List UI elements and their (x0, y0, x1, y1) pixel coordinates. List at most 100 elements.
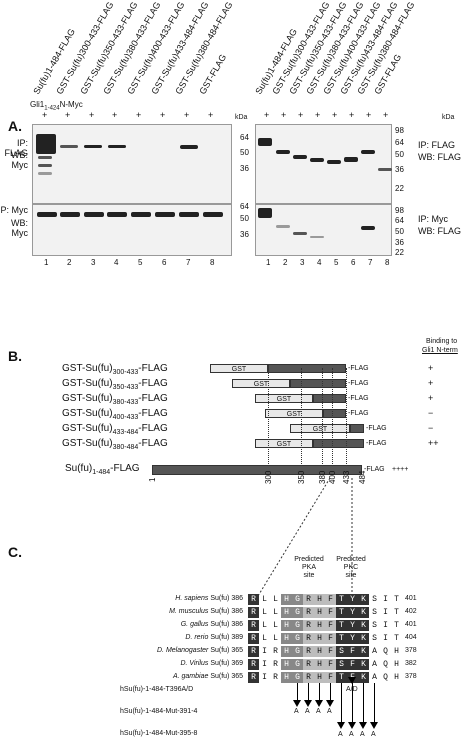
tick-50: 50 (240, 148, 249, 157)
blot-band (327, 160, 341, 164)
construct-name: GST-Su(fu)380-484-FLAG (62, 438, 168, 451)
plus-lane-1: + (264, 110, 270, 120)
residue: G (292, 594, 303, 605)
construct-range: 433-484 (112, 429, 139, 436)
mutation-arrow-shaft (341, 683, 342, 722)
blot-band (38, 156, 52, 159)
residue: T (394, 595, 399, 604)
residue: A (372, 647, 377, 656)
residue: F (347, 646, 358, 657)
construct-range: 380-484 (112, 444, 139, 451)
binding-value: + (428, 378, 434, 388)
residue: T (394, 608, 399, 617)
mutation-arrow-shaft (297, 683, 298, 700)
plus-lane-1: + (42, 110, 48, 120)
residue: Q (383, 647, 388, 656)
blot-band (310, 236, 324, 238)
blot-ip-flag-wb-flag (255, 124, 392, 204)
residue: T (336, 672, 347, 683)
residue: H (281, 620, 292, 631)
tick-64: 64 (395, 216, 404, 225)
species-name: G. gallus (180, 621, 211, 628)
mutation-a: A (349, 731, 354, 738)
guide-350 (301, 368, 302, 468)
full-length-binding: ++++ (392, 466, 409, 473)
species-label: G. gallus Su(fu) 386 (180, 621, 243, 628)
panel-c-label: C. (8, 544, 22, 560)
pkc-line-1: Predicted (336, 556, 366, 563)
plus-lane-2: + (65, 110, 71, 120)
mutation-arrow-head (315, 700, 323, 707)
pka-line-2: PKA (301, 564, 316, 571)
construct-range: 350-433 (112, 384, 139, 391)
flag-tag: -FLAG (348, 395, 369, 402)
residue: S (372, 608, 377, 617)
residue: F (347, 659, 358, 670)
species-label: M. musculus Su(fu) 386 (169, 608, 243, 615)
end-position: 402 (405, 608, 417, 615)
residue: R (303, 672, 314, 683)
tick-64: 64 (240, 133, 249, 142)
blot-right-bottom-label-1: IP: Myc (418, 214, 449, 224)
mutation-arrow-head (337, 722, 345, 729)
guide-380 (322, 368, 323, 468)
blot-band (180, 145, 198, 149)
blot-band (344, 157, 358, 162)
residue: T (336, 620, 347, 631)
residue: S (336, 646, 347, 657)
pkc-line-2: PKC (343, 564, 359, 571)
guide-400 (332, 368, 333, 468)
binding-value: − (428, 408, 434, 418)
tick-36: 36 (395, 238, 404, 247)
sufu-fragment (323, 409, 346, 418)
residue: R (303, 594, 314, 605)
plus-lane-8: + (383, 110, 389, 120)
sufu-fragment (313, 394, 346, 403)
mutation-arrow-head (304, 700, 312, 707)
flag-tag: -FLAG (348, 410, 369, 417)
residue: H (394, 660, 399, 669)
blot-right-top-label-1: IP: FLAG (418, 140, 456, 150)
flag-tag: -FLAG (348, 365, 369, 372)
blot-ip-myc-wb-flag (255, 204, 392, 256)
plus-lane-3: + (298, 110, 304, 120)
blot-band (203, 212, 223, 217)
construct-name: GST-Su(fu)380-433-FLAG (62, 393, 168, 406)
gst-domain: GST (232, 379, 290, 388)
mutant-name: hSu(fu)-1-484-Mut-391-4 (120, 708, 198, 715)
tick-50: 50 (240, 214, 249, 223)
tick-64: 64 (240, 202, 249, 211)
residue: I (262, 647, 267, 656)
residue: L (262, 634, 267, 643)
residue: R (248, 672, 259, 683)
residue: R (303, 633, 314, 644)
blot-band (293, 155, 307, 159)
lane-number: 3 (91, 258, 96, 267)
residue: H (314, 659, 325, 670)
residue: R (248, 607, 259, 618)
plus-lane-6: + (349, 110, 355, 120)
blot-band (108, 145, 126, 148)
blot-band (258, 138, 272, 146)
residue: S (372, 621, 377, 630)
tick-22: 22 (395, 184, 404, 193)
residue: L (262, 621, 267, 630)
species-name: D. Melanogaster (157, 647, 211, 654)
species-name: D. rerio (185, 634, 211, 641)
residue: Q (383, 673, 388, 682)
construct-name: GST-Su(fu)400-433-FLAG (62, 408, 168, 421)
flag-tag: -FLAG (366, 425, 387, 432)
lane-number: 5 (138, 258, 143, 267)
residue: K (358, 672, 369, 683)
lane-number: 8 (385, 258, 390, 267)
tick-36: 36 (395, 165, 404, 174)
residue: R (248, 646, 259, 657)
species-label: A. gambiae Su(fu) 365 (172, 673, 243, 680)
residue: K (358, 594, 369, 605)
blot-band (36, 134, 56, 154)
myc-construct-label: Gli11-424N-Myc (30, 100, 83, 112)
blot-band (84, 212, 104, 217)
